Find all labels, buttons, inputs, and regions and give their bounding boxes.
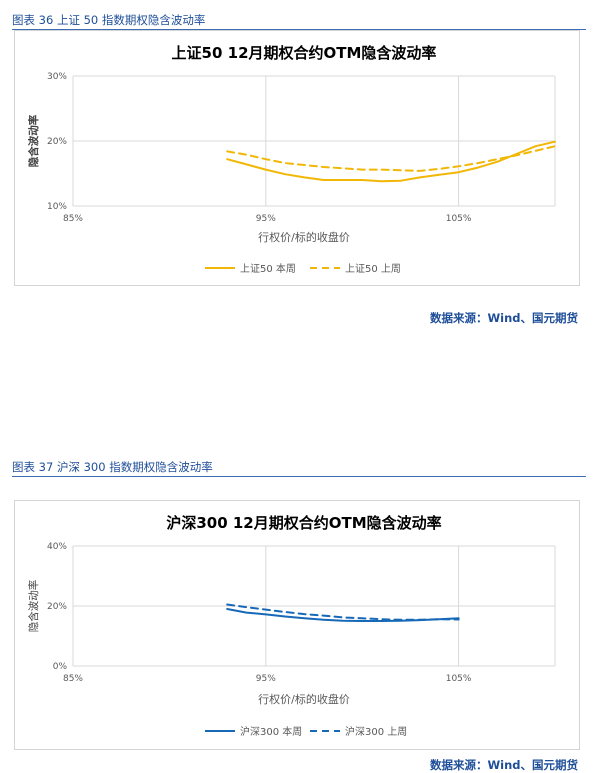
csi300-x-tick-label: 85% (63, 674, 83, 684)
csi300-x-axis-label: 行权价/标的收盘价 (258, 692, 350, 706)
csi300-x-tick-label: 95% (256, 674, 276, 684)
figure-37-caption: 图表 37 沪深 300 指数期权隐含波动率 (12, 460, 213, 474)
sse50-series-line-last-week (226, 145, 556, 172)
csi300-y-tick-label: 0% (53, 662, 68, 672)
sse50-y-tick-label: 10% (47, 202, 67, 212)
sse50-series-line-this-week (226, 140, 556, 183)
csi300-y-tick-label: 40% (47, 542, 67, 552)
sse50-legend-label-last-week: 上证50 上周 (345, 263, 401, 275)
chart-sse50-svg: 上证50 12月期权合约OTM隐含波动率 10% 20% 30% 85% 95% 105% 行… (27, 44, 556, 275)
csi300-x-tick-label: 105% (446, 674, 472, 684)
sse50-chart-title: 上证50 12月期权合约OTM隐含波动率 (172, 44, 437, 62)
sse50-y-axis-label: 隐含波动率 (27, 114, 40, 167)
chart-sse50: 上证50 12月期权合约OTM隐含波动率 10% 20% 30% 85% 95% 105% 行… (14, 30, 580, 286)
csi300-legend-label-this-week: 沪深300 本周 (240, 725, 302, 738)
figure-36-source: 数据来源：Wind、国元期货 (429, 311, 578, 325)
csi300-y-axis-label: 隐含波动率 (27, 580, 40, 633)
chart-csi300-svg: 沪深300 12月期权合约OTM隐含波动率 0% 20% 40% 85% 95% 105% 行… (27, 514, 556, 738)
figure-36-caption: 图表 36 上证 50 指数期权隐含波动率 (12, 13, 206, 27)
csi300-series-line-last-week (226, 603, 460, 621)
figure-37-rule (12, 476, 586, 477)
sse50-x-tick-label: 105% (446, 214, 472, 224)
csi300-chart-title: 沪深300 12月期权合约OTM隐含波动率 (166, 514, 441, 532)
sse50-x-tick-label: 85% (63, 214, 83, 224)
csi300-y-tick-label: 20% (47, 602, 67, 612)
figure-37-source: 数据来源：Wind、国元期货 (429, 758, 578, 772)
sse50-x-axis-label: 行权价/标的收盘价 (258, 230, 350, 244)
figure-36-rule (12, 29, 586, 30)
csi300-legend-label-last-week: 沪深300 上周 (345, 725, 407, 738)
sse50-y-tick-label: 20% (47, 137, 67, 147)
sse50-y-tick-label: 30% (47, 72, 67, 82)
sse50-x-tick-label: 95% (256, 214, 276, 224)
sse50-legend-label-this-week: 上证50 本周 (240, 262, 296, 275)
chart-csi300: 沪深300 12月期权合约OTM隐含波动率 0% 20% 40% 85% 95% 105% 行… (14, 500, 580, 750)
